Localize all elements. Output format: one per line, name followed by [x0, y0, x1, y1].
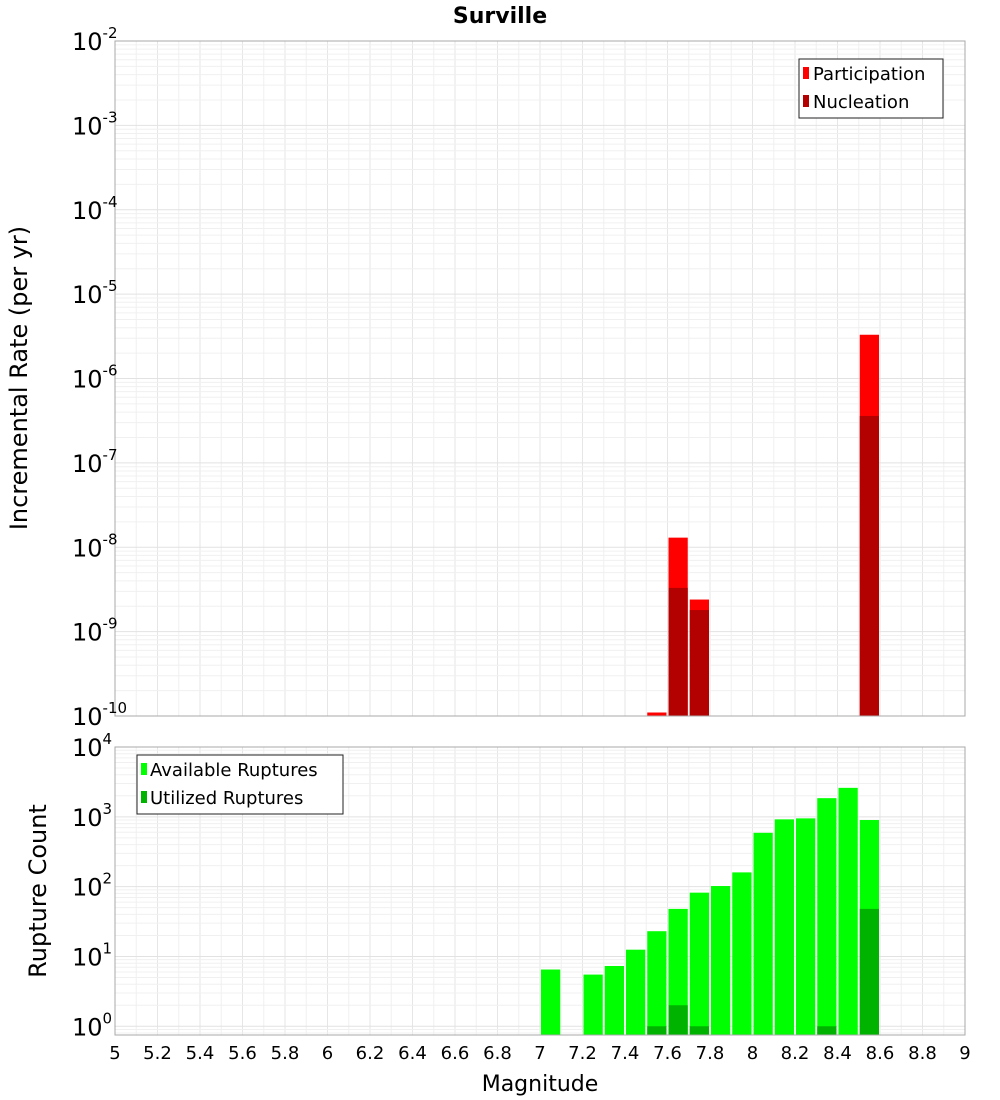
- x-tick-label: 6.6: [441, 1043, 470, 1064]
- count-legend: Available Ruptures Utilized Ruptures: [136, 754, 344, 815]
- x-tick-label: 8.4: [823, 1043, 852, 1064]
- rate-y-tick-label: 10-3: [72, 108, 118, 140]
- legend-swatch-participation: [803, 67, 809, 79]
- x-tick-label: 6.8: [483, 1043, 512, 1064]
- bar-available-ruptures: [647, 931, 667, 1035]
- rate-y-tick-label: 10-2: [72, 24, 118, 56]
- chart-title: Surville: [453, 4, 547, 29]
- rate-y-tick-label: 10-10: [72, 699, 127, 731]
- x-tick-label: 5.4: [186, 1043, 215, 1064]
- bar-available-ruptures: [838, 787, 858, 1035]
- rate-y-tick-label: 10-7: [72, 446, 118, 478]
- x-axis-label: Magnitude: [482, 1072, 599, 1097]
- x-tick-label: 5.6: [228, 1043, 257, 1064]
- legend-label-nucleation: Nucleation: [813, 92, 909, 113]
- count-y-ticks: 100 101 102 103 104: [72, 730, 112, 1041]
- x-tick-label: 7: [534, 1043, 545, 1064]
- bar-nucleation: [668, 587, 688, 716]
- legend-label-available-ruptures: Available Ruptures: [150, 760, 318, 781]
- rate-legend: Participation Nucleation: [798, 58, 944, 119]
- bar-utilized-ruptures: [647, 1026, 667, 1035]
- rate-y-ticks: 10-10 10-9 10-8 10-7 10-6 10-5 10-4 10-3 10-2: [72, 24, 127, 731]
- bar-available-ruptures: [541, 969, 561, 1035]
- rate-legend-box: [798, 58, 944, 119]
- x-tick-label: 8.2: [781, 1043, 810, 1064]
- magnitude-x-ticks: 5 5.2 5.4 5.6 5.8 6 6.2 6.4 6.6 6.8 7 7.2 7.4 7.6 7.8 8…: [109, 1043, 970, 1064]
- rate-y-tick-label: 10-9: [72, 615, 118, 647]
- bar-utilized-ruptures: [689, 1026, 709, 1035]
- rate-grid: [114, 41, 966, 717]
- bar-available-ruptures: [711, 886, 731, 1035]
- count-y-tick-label: 103: [72, 800, 112, 832]
- x-tick-label: 5.2: [143, 1043, 172, 1064]
- bar-available-ruptures: [668, 908, 688, 1035]
- rate-bars: [647, 334, 879, 716]
- x-tick-label: 9: [959, 1043, 970, 1064]
- bar-available-ruptures: [583, 974, 603, 1035]
- x-tick-label: 8.6: [866, 1043, 895, 1064]
- rate-plot-border: [114, 40, 966, 717]
- legend-label-participation: Participation: [813, 64, 925, 85]
- legend-swatch-nucleation: [803, 95, 809, 107]
- count-y-tick-label: 100: [72, 1009, 112, 1041]
- bar-available-ruptures: [796, 818, 816, 1035]
- x-tick-label: 5: [109, 1043, 120, 1064]
- bar-available-ruptures: [732, 872, 752, 1035]
- legend-label-utilized-ruptures: Utilized Ruptures: [150, 788, 303, 809]
- rate-y-axis-label: Incremental Rate (per yr): [5, 226, 33, 530]
- count-y-tick-label: 104: [72, 730, 112, 762]
- count-legend-box: [136, 754, 344, 815]
- rate-y-tick-label: 10-5: [72, 277, 118, 309]
- x-tick-label: 7.8: [696, 1043, 725, 1064]
- bar-nucleation: [859, 415, 879, 716]
- x-tick-label: 5.8: [271, 1043, 300, 1064]
- x-tick-label: 6: [322, 1043, 333, 1064]
- legend-swatch-utilized-ruptures: [141, 791, 147, 803]
- x-tick-label: 7.4: [611, 1043, 640, 1064]
- bar-participation: [647, 712, 667, 716]
- bar-nucleation: [689, 610, 709, 716]
- count-y-axis-label: Rupture Count: [24, 804, 52, 978]
- x-tick-label: 6.4: [398, 1043, 427, 1064]
- count-y-tick-label: 101: [72, 939, 112, 971]
- bar-available-ruptures: [774, 819, 794, 1035]
- bar-utilized-ruptures: [668, 1005, 688, 1035]
- legend-swatch-available-ruptures: [141, 763, 147, 775]
- rate-y-tick-label: 10-6: [72, 362, 118, 394]
- bar-utilized-ruptures: [859, 908, 879, 1035]
- count-plot-border: [114, 746, 966, 1036]
- count-y-tick-label: 102: [72, 870, 112, 902]
- x-tick-label: 7.2: [568, 1043, 597, 1064]
- x-tick-label: 8: [747, 1043, 758, 1064]
- x-tick-label: 6.2: [356, 1043, 385, 1064]
- bar-available-ruptures: [753, 832, 773, 1035]
- bar-available-ruptures: [817, 798, 837, 1035]
- bar-available-ruptures: [689, 892, 709, 1035]
- x-tick-label: 8.8: [908, 1043, 937, 1064]
- bar-utilized-ruptures: [817, 1026, 837, 1035]
- count-panel: 100 101 102 103 104 5 5.2 5.4 5.6 5.8 6 6.2 6.4 6.6 6…: [24, 730, 971, 1097]
- x-tick-label: 7.6: [653, 1043, 682, 1064]
- bar-available-ruptures: [604, 966, 624, 1035]
- count-bars: [541, 787, 879, 1035]
- rate-y-tick-label: 10-4: [72, 193, 118, 225]
- bar-available-ruptures: [626, 949, 646, 1035]
- rate-y-tick-label: 10-8: [72, 530, 118, 562]
- rate-panel: 10-10 10-9 10-8 10-7 10-6 10-5 10-4 10-3 10-2 In…: [5, 24, 966, 731]
